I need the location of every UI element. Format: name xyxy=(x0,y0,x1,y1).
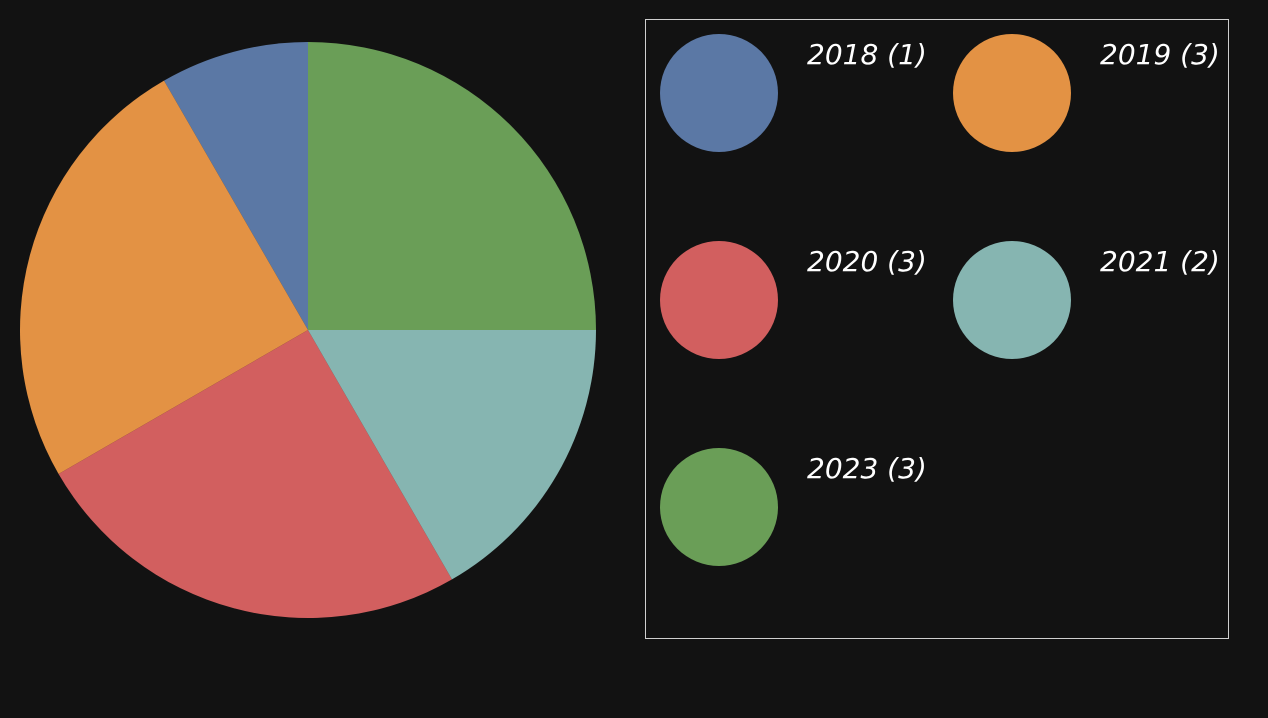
pie-slice-2019 xyxy=(19,80,308,474)
pie-slice-2018 xyxy=(164,42,308,330)
legend-item-2023: 2023 (3) xyxy=(646,434,938,566)
legend-swatch-2021 xyxy=(953,241,1071,359)
legend-item-2019: 2019 (3) xyxy=(939,20,1231,152)
legend-swatch-2020 xyxy=(660,241,778,359)
legend-swatch-2018 xyxy=(660,34,778,152)
pie-slice-2020 xyxy=(58,330,452,618)
pie-slice-2021 xyxy=(308,330,596,580)
pie-chart xyxy=(19,42,596,618)
legend-swatch-2023 xyxy=(660,448,778,566)
legend-item-2021: 2021 (2) xyxy=(939,227,1231,359)
legend-item-2018: 2018 (1) xyxy=(646,20,938,152)
legend: 2018 (1) 2019 (3) 2020 (3) 2021 (2) 2023… xyxy=(645,19,1229,639)
legend-swatch-2019 xyxy=(953,34,1071,152)
legend-label-2019: 2019 (3) xyxy=(1100,38,1220,71)
legend-label-2020: 2020 (3) xyxy=(807,245,927,278)
legend-item-2020: 2020 (3) xyxy=(646,227,938,359)
pie-slice-2023 xyxy=(308,42,596,330)
legend-label-2021: 2021 (2) xyxy=(1100,245,1220,278)
legend-label-2018: 2018 (1) xyxy=(807,38,927,71)
legend-label-2023: 2023 (3) xyxy=(807,452,927,485)
